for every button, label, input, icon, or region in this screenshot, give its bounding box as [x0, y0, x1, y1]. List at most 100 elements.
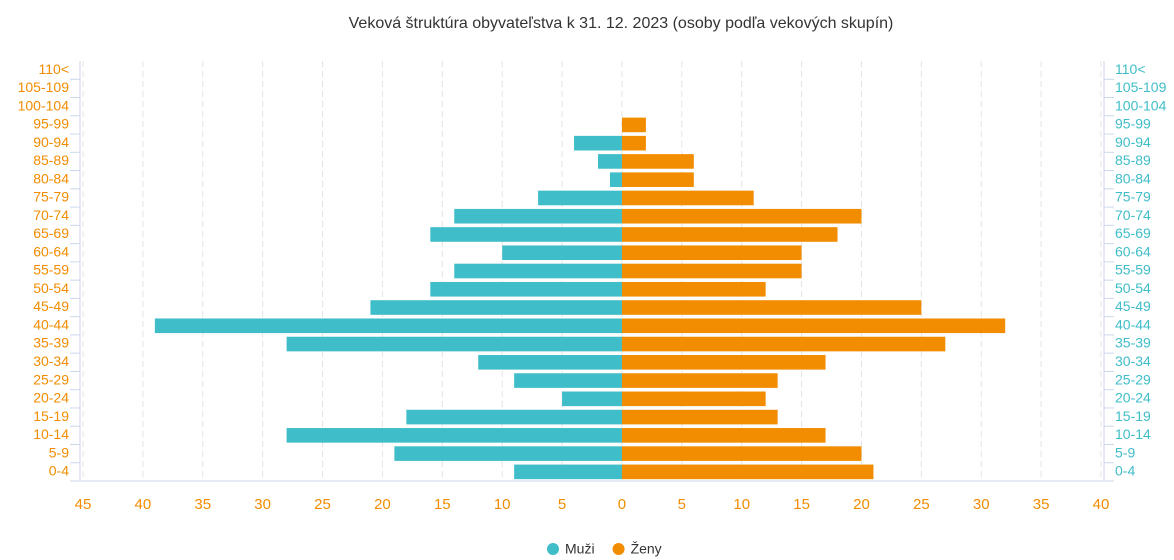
category-label-right: 45-49 — [1115, 298, 1151, 314]
x-tick-label: 15 — [793, 496, 810, 513]
legend-label: Muži — [565, 541, 595, 557]
x-tick-label: 25 — [913, 496, 930, 513]
category-label-right: 30-34 — [1115, 353, 1151, 369]
bar — [621, 355, 826, 370]
x-tick-label: 20 — [374, 496, 391, 513]
category-label-left: 55-59 — [33, 262, 69, 278]
category-label-right: 55-59 — [1115, 262, 1151, 278]
x-tick-label: 35 — [1033, 496, 1050, 513]
bar — [430, 227, 622, 242]
category-label-left: 70-74 — [33, 207, 69, 223]
category-label-right: 105-109 — [1115, 79, 1167, 95]
bar — [538, 190, 622, 206]
category-label-left: 60-64 — [33, 243, 69, 259]
category-label-left: 10-14 — [33, 426, 69, 442]
x-tick-label: 40 — [1093, 496, 1110, 513]
category-label-left: 0-4 — [49, 463, 69, 479]
x-tick-label: 15 — [434, 496, 451, 513]
bar — [154, 318, 622, 334]
bar — [621, 318, 1006, 334]
bar — [502, 245, 622, 261]
bar — [394, 446, 622, 461]
category-label-right: 35-39 — [1115, 335, 1151, 351]
bar — [621, 373, 778, 388]
category-label-left: 80-84 — [33, 170, 69, 186]
category-label-left: 95-99 — [33, 116, 69, 132]
legend-label: Ženy — [631, 541, 662, 557]
legend-marker — [547, 543, 559, 555]
bar — [621, 464, 874, 480]
category-label-left: 20-24 — [33, 390, 69, 406]
x-tick-label: 0 — [618, 496, 626, 513]
bar — [597, 154, 622, 169]
category-label-left: 25-29 — [33, 371, 69, 387]
category-label-left: 15-19 — [33, 408, 69, 424]
bar — [621, 172, 694, 187]
category-label-right: 40-44 — [1115, 316, 1151, 332]
x-tick-label: 5 — [678, 496, 686, 513]
category-label-right: 20-24 — [1115, 390, 1151, 406]
category-label-right: 5-9 — [1115, 444, 1135, 460]
bar — [609, 172, 622, 187]
bar — [514, 464, 622, 480]
category-label-right: 90-94 — [1115, 134, 1151, 150]
bar — [621, 281, 766, 297]
category-label-right: 110< — [1115, 61, 1146, 77]
x-tick-label: 10 — [494, 496, 511, 513]
bar — [621, 428, 826, 443]
bar — [574, 135, 622, 151]
bar — [621, 227, 838, 242]
bar — [621, 300, 922, 315]
x-tick-label: 20 — [853, 496, 870, 513]
x-tick-label: 35 — [194, 496, 211, 513]
chart-title: Veková štruktúra obyvateľstva k 31. 12. … — [349, 15, 894, 32]
legend-marker — [612, 543, 625, 555]
category-label-right: 95-99 — [1115, 116, 1151, 132]
x-tick-label: 10 — [733, 496, 750, 513]
category-label-right: 70-74 — [1115, 207, 1151, 223]
bar — [454, 208, 622, 224]
category-label-left: 100-104 — [18, 97, 70, 113]
category-label-right: 85-89 — [1115, 152, 1151, 168]
category-label-right: 10-14 — [1115, 426, 1151, 442]
category-label-left: 65-69 — [33, 225, 69, 241]
bar — [430, 281, 622, 297]
category-label-right: 65-69 — [1115, 225, 1151, 241]
bar — [406, 409, 622, 425]
bar — [621, 245, 802, 261]
bar — [621, 135, 646, 151]
bar — [621, 446, 862, 461]
x-tick-label: 45 — [75, 496, 92, 513]
category-label-left: 50-54 — [33, 280, 69, 296]
bar — [621, 190, 754, 206]
bar — [286, 428, 622, 443]
category-label-left: 110< — [39, 61, 70, 77]
category-label-right: 25-29 — [1115, 371, 1151, 387]
category-label-left: 85-89 — [33, 152, 69, 168]
category-label-left: 35-39 — [33, 335, 69, 351]
category-label-right: 100-104 — [1115, 97, 1167, 113]
bar — [562, 391, 622, 407]
category-label-left: 5-9 — [49, 444, 69, 460]
bar — [514, 373, 622, 388]
category-label-left: 45-49 — [33, 298, 69, 314]
category-label-right: 50-54 — [1115, 280, 1151, 296]
bar — [478, 355, 622, 370]
x-tick-label: 5 — [558, 496, 566, 513]
bar — [621, 208, 862, 224]
category-label-left: 75-79 — [33, 189, 69, 205]
category-label-right: 75-79 — [1115, 189, 1151, 205]
category-label-left: 90-94 — [33, 134, 69, 150]
bar — [454, 263, 622, 279]
category-label-right: 15-19 — [1115, 408, 1151, 424]
category-label-left: 105-109 — [18, 79, 70, 95]
bar — [621, 263, 802, 279]
x-tick-label: 25 — [314, 496, 331, 513]
x-tick-label: 30 — [254, 496, 271, 513]
x-tick-label: 30 — [973, 496, 990, 513]
category-label-left: 40-44 — [33, 316, 69, 332]
bar — [370, 300, 622, 315]
bar — [621, 409, 778, 425]
category-label-left: 30-34 — [33, 353, 69, 369]
